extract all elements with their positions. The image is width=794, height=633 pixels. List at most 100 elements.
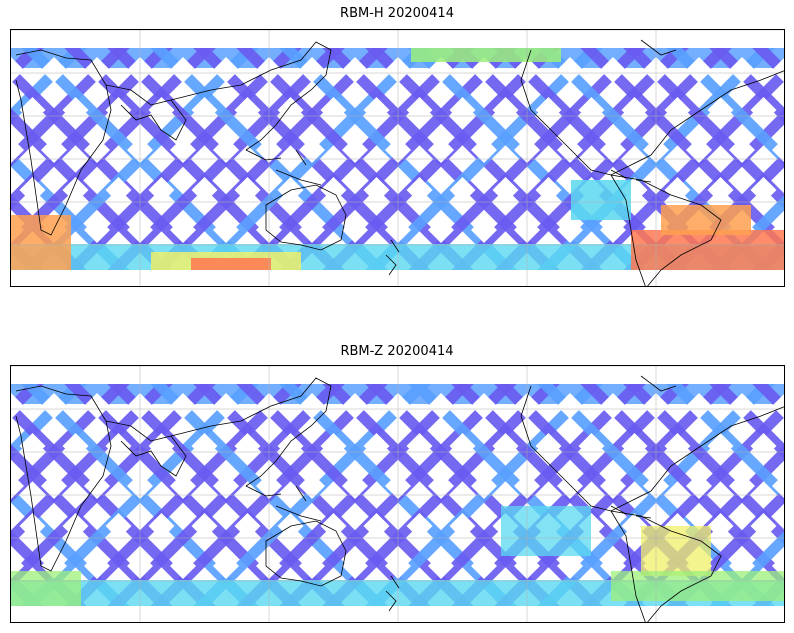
data-gap (11, 393, 24, 419)
data-gap (41, 393, 67, 419)
data-gap (750, 433, 777, 459)
data-gap (62, 177, 89, 203)
coastline (610, 510, 722, 622)
data-gap (428, 137, 454, 163)
data-gap (213, 217, 239, 243)
data-gap (729, 57, 755, 83)
data-gap (11, 137, 24, 163)
data-gap (213, 393, 239, 419)
coastline (610, 505, 652, 519)
data-gap (750, 513, 777, 539)
data-gap (148, 177, 175, 203)
data-gap (62, 97, 89, 123)
anomaly-hotspot (661, 205, 751, 235)
data-gap (664, 97, 691, 123)
data-gap (342, 57, 368, 83)
data-gap (557, 217, 583, 243)
data-gap (19, 513, 46, 539)
panel-title-top: RBM-H 20200414 (340, 6, 454, 21)
data-gap (686, 473, 712, 499)
data-gap (11, 473, 24, 499)
data-gap (41, 57, 67, 83)
data-gap (557, 137, 583, 163)
graticule-bottom (11, 366, 784, 622)
data-gap (686, 57, 712, 83)
coastline (170, 41, 332, 151)
data-gap (342, 217, 368, 243)
data-gap (320, 433, 347, 459)
data-gap (707, 177, 734, 203)
data-gap (191, 513, 218, 539)
data-gap (105, 513, 132, 539)
map-canvas-bottom (11, 366, 784, 622)
anomaly-hotspot (641, 526, 711, 576)
data-gap (492, 177, 519, 203)
data-gap (11, 57, 24, 83)
coastline (15, 49, 112, 236)
data-gap (729, 473, 755, 499)
data-gap (277, 97, 304, 123)
data-gap (320, 97, 347, 123)
data-gap (234, 513, 261, 539)
anomaly-hotspot (631, 230, 784, 270)
data-gap (299, 473, 325, 499)
data-gap (428, 473, 454, 499)
data-gap (84, 217, 110, 243)
coastline (640, 39, 677, 56)
data-gap (148, 513, 175, 539)
data-gap (299, 553, 325, 579)
data-gap (19, 177, 46, 203)
data-gap (471, 473, 497, 499)
data-gap (363, 97, 390, 123)
data-gap (170, 473, 196, 499)
data-gap (449, 513, 476, 539)
data-gap (707, 433, 734, 459)
data-gap (492, 433, 519, 459)
data-gap (686, 137, 712, 163)
data-gap (105, 433, 132, 459)
data-gap (320, 513, 347, 539)
anomaly-hotspot (411, 48, 561, 62)
data-gap (471, 553, 497, 579)
data-gap (406, 97, 433, 123)
data-gap (342, 393, 368, 419)
coastline (265, 520, 347, 587)
data-gap (84, 553, 110, 579)
data-gap (170, 217, 196, 243)
data-gap (471, 393, 497, 419)
coastline (245, 149, 322, 186)
coastline (610, 174, 722, 286)
data-gap (363, 177, 390, 203)
data-gap (750, 97, 777, 123)
data-gap (621, 97, 648, 123)
data-gap (299, 217, 325, 243)
data-gap (535, 177, 562, 203)
data-gap (772, 58, 784, 82)
data-gap (406, 433, 433, 459)
data-gap (471, 57, 497, 83)
data-gap (729, 393, 755, 419)
data-gap (191, 97, 218, 123)
data-gap (299, 57, 325, 83)
data-gap (449, 433, 476, 459)
data-gap (62, 513, 89, 539)
data-gap (105, 97, 132, 123)
data-gap (170, 57, 196, 83)
data-gap (234, 177, 261, 203)
coastline (105, 420, 187, 477)
data-gap (600, 473, 626, 499)
data-gap (191, 433, 218, 459)
data-gap (213, 57, 239, 83)
data-gap (170, 553, 196, 579)
data-gap (41, 137, 67, 163)
data-gap (41, 473, 67, 499)
data-gap (750, 177, 777, 203)
data-gap (234, 433, 261, 459)
data-gap (557, 57, 583, 83)
coastline (610, 169, 652, 183)
data-gap (664, 177, 691, 203)
data-gap (148, 97, 175, 123)
data-gap (234, 97, 261, 123)
data-gap (363, 433, 390, 459)
data-gap (406, 513, 433, 539)
